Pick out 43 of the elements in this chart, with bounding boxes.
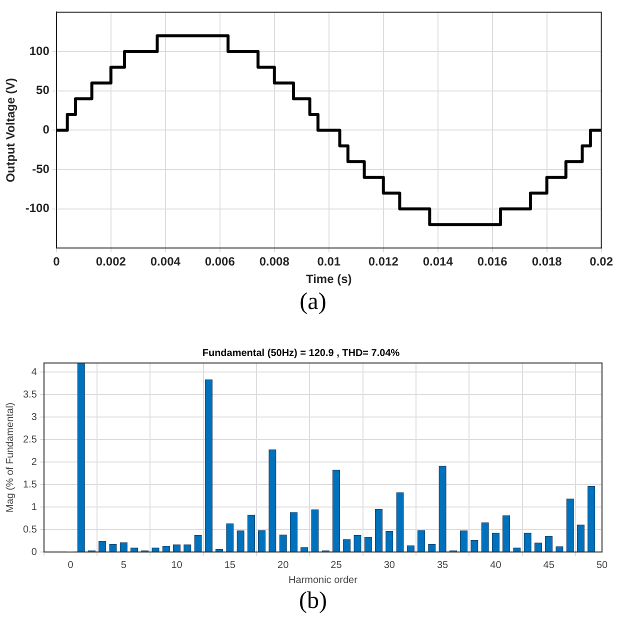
y-tick-label: 3 [31, 412, 38, 423]
x-tick-label: 0.012 [368, 254, 399, 269]
y-tick-label: 2.5 [22, 434, 38, 446]
x-tick-label: 40 [490, 560, 502, 571]
x-tick-label: 0.004 [150, 254, 181, 269]
y-tick-label: 0 [42, 122, 50, 137]
x-tick-label: 0 [53, 254, 60, 269]
x-tick-label: 0.01 [317, 254, 341, 269]
text: (b) [298, 587, 328, 616]
chart-title: Fundamental (50Hz) = 120.9 , THD= 7.04% [202, 348, 400, 359]
x-tick-label: 0 [68, 560, 74, 571]
x-tick-label: 0.006 [204, 254, 236, 269]
y-tick-label: 50 [36, 83, 50, 98]
x-tick-label: 45 [543, 560, 555, 571]
x-tick-label: 25 [330, 560, 342, 571]
x-tick-label: 50 [596, 560, 608, 571]
x-tick-label: 5 [120, 560, 127, 571]
x-tick-label: 0.002 [96, 254, 126, 269]
x-tick-label: 0.016 [477, 254, 508, 269]
x-tick-label: 0.018 [532, 254, 562, 269]
y-tick-label: 0 [31, 546, 38, 558]
y-tick-label: 100 [29, 44, 50, 58]
x-tick-label: 15 [224, 560, 236, 571]
x-axis-title: Harmonic order [288, 574, 358, 586]
y-tick-label: 2 [31, 456, 38, 468]
y-tick-label: 1 [31, 502, 38, 513]
x-tick-label: 30 [384, 560, 396, 571]
y-tick-label: 3.5 [22, 389, 38, 400]
y-tick-label: -50 [32, 162, 50, 176]
y-axis-title: Output Voltage (V) [4, 78, 18, 182]
x-tick-label: 0.008 [259, 254, 290, 269]
x-tick-label: 35 [436, 560, 449, 571]
x-tick-label: 0.02 [590, 254, 614, 269]
y-tick-label: -100 [25, 201, 50, 216]
x-tick-label: 10 [171, 560, 183, 571]
text: (a) [298, 288, 328, 317]
x-tick-label: 20 [278, 560, 290, 571]
x-tick-label: 0.014 [422, 254, 454, 269]
y-tick-label: 0.5 [22, 524, 38, 536]
y-axis-title: Mag (% of Fundamental) [4, 402, 16, 513]
x-axis-title: Time (s) [306, 272, 352, 286]
y-tick-label: 1.5 [22, 479, 38, 490]
y-tick-label: 4 [31, 366, 38, 378]
